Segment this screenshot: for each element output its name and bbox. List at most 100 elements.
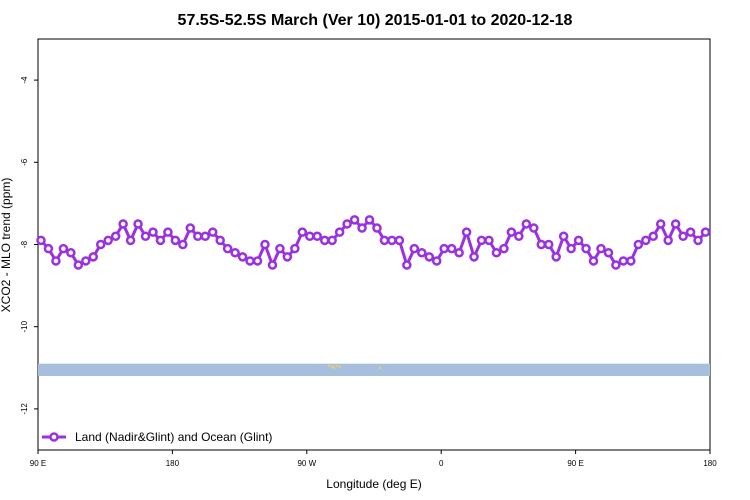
data-point: [394, 235, 405, 246]
data-point: [596, 243, 606, 254]
data-point: [290, 243, 300, 254]
data-point: [237, 252, 248, 262]
data-point: [148, 227, 158, 237]
legend-swatch-marker: [49, 432, 59, 442]
land-mark: [332, 366, 335, 369]
data-point: [476, 235, 487, 246]
y-axis-label: XCO2 - MLO trend (ppm): [0, 178, 13, 313]
data-point: [178, 239, 188, 250]
land-mark: [338, 365, 341, 368]
data-point: [588, 256, 599, 266]
data-point: [88, 252, 99, 262]
data-point: [506, 227, 517, 237]
data-point: [200, 231, 211, 242]
data-point: [185, 223, 196, 233]
data-point: [252, 256, 263, 266]
data-point: [81, 256, 91, 266]
data-point: [73, 260, 84, 270]
data-point: [633, 239, 644, 250]
data-point: [357, 223, 367, 233]
data-point: [670, 219, 681, 229]
data-point: [245, 256, 255, 266]
data-point: [566, 243, 576, 254]
data-point: [499, 243, 509, 254]
data-point: [551, 252, 561, 262]
data-point: [215, 235, 225, 246]
data-point: [36, 235, 46, 246]
data-point: [655, 219, 666, 229]
data-point: [319, 235, 330, 246]
data-point: [260, 239, 270, 250]
land-mark: [328, 364, 331, 367]
x-tick-label: 90 E: [567, 459, 583, 468]
data-point: [372, 223, 382, 233]
data-point: [446, 243, 457, 254]
x-tick-label: 90 W: [297, 459, 316, 468]
land-mark: [378, 366, 381, 369]
data-point: [700, 227, 711, 237]
data-point: [155, 235, 166, 246]
data-point: [125, 235, 136, 246]
x-axis: 90 E 180 90 W 0 90 E 180: [30, 450, 717, 468]
data-point: [103, 235, 113, 246]
data-point: [491, 247, 502, 258]
data-point: [305, 231, 315, 242]
data-point: [626, 256, 636, 266]
series-layer: [36, 215, 711, 270]
data-point: [454, 247, 464, 258]
data-point: [611, 260, 621, 270]
data-point: [364, 215, 375, 225]
data-point: [469, 252, 479, 262]
ocean-band: [38, 363, 710, 377]
data-point: [51, 256, 61, 266]
chart-title: 57.5S-52.5S March (Ver 10) 2015-01-01 to…: [178, 12, 573, 29]
data-point: [58, 243, 69, 254]
data-point: [461, 227, 472, 237]
x-tick-label: 90 E: [30, 459, 46, 468]
data-point: [334, 227, 345, 237]
data-point: [222, 243, 233, 254]
data-point: [327, 235, 337, 246]
data-point: [43, 243, 54, 254]
data-point: [536, 239, 547, 250]
data-point: [431, 256, 442, 266]
x-tick-label: 0: [439, 459, 444, 468]
data-point: [379, 235, 390, 246]
data-point: [140, 231, 151, 242]
data-point: [521, 219, 532, 229]
data-point: [349, 215, 360, 225]
data-point: [439, 243, 449, 254]
data-point: [66, 247, 76, 258]
data-point: [409, 243, 420, 254]
land-ocean-band: [38, 363, 710, 377]
land-mark: [331, 365, 334, 368]
data-point: [230, 247, 240, 258]
data-point: [641, 235, 651, 246]
plot-frame: [37, 38, 711, 451]
data-point: [678, 231, 688, 242]
data-point: [693, 235, 703, 246]
data-point: [207, 227, 218, 237]
data-point: [558, 231, 569, 242]
data-point: [543, 239, 554, 250]
data-point: [133, 219, 143, 229]
data-point: [297, 227, 308, 237]
y-tick-label: -4: [20, 76, 29, 84]
data-point: [110, 231, 121, 242]
data-point: [603, 247, 614, 258]
land-mark: [335, 364, 338, 367]
data-point: [484, 235, 494, 246]
y-tick-label: -8: [20, 240, 29, 248]
data-point: [663, 235, 673, 246]
data-point: [581, 243, 591, 254]
x-tick-label: 180: [703, 459, 717, 468]
data-point: [163, 227, 173, 237]
data-point: [312, 231, 323, 242]
data-point: [342, 219, 352, 229]
legend: Land (Nadir&Glint) and Ocean (Glint): [42, 430, 272, 444]
data-point: [95, 239, 106, 250]
data-point: [282, 252, 293, 262]
data-point: [618, 256, 629, 266]
data-point: [402, 260, 412, 270]
